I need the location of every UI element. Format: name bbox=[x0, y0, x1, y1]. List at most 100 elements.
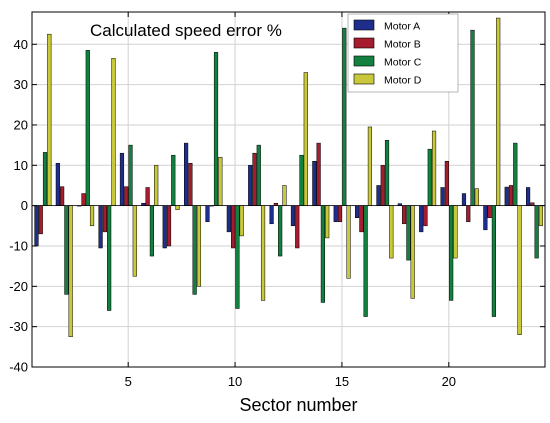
bar bbox=[107, 205, 112, 311]
y-axis: -40 -30 -20 -10 0 10 20 30 40 bbox=[9, 37, 545, 375]
bar bbox=[470, 29, 475, 206]
bar bbox=[410, 205, 415, 299]
bar bbox=[513, 142, 518, 206]
bar bbox=[453, 205, 458, 259]
bar bbox=[85, 50, 90, 206]
series-motor-a bbox=[34, 142, 531, 249]
bar bbox=[402, 205, 407, 225]
bar bbox=[196, 205, 202, 287]
bar bbox=[367, 126, 373, 206]
bar bbox=[342, 27, 347, 206]
bar bbox=[466, 205, 471, 223]
bar bbox=[496, 17, 501, 206]
bar bbox=[333, 205, 338, 223]
bar bbox=[231, 205, 236, 249]
legend: Motor A Motor B Motor C Motor D bbox=[347, 13, 459, 93]
bar bbox=[235, 205, 240, 309]
x-tick-label: 10 bbox=[228, 374, 242, 389]
x-tick-label: 15 bbox=[335, 374, 349, 389]
bar bbox=[252, 152, 257, 206]
bar bbox=[34, 205, 39, 247]
bar bbox=[380, 165, 385, 206]
bar bbox=[55, 163, 60, 206]
bar bbox=[248, 165, 253, 206]
legend-swatch bbox=[353, 55, 375, 67]
bar bbox=[299, 154, 304, 206]
bar bbox=[89, 205, 95, 227]
bar bbox=[363, 205, 368, 317]
bar bbox=[64, 205, 69, 295]
bar bbox=[290, 205, 296, 227]
bar bbox=[124, 186, 129, 206]
bar bbox=[376, 185, 381, 206]
y-tick-label: -40 bbox=[9, 360, 28, 375]
bar bbox=[205, 205, 210, 223]
legend-label: Motor D bbox=[384, 75, 422, 87]
x-tick-label: 5 bbox=[125, 374, 132, 389]
bar bbox=[98, 205, 103, 249]
bar bbox=[184, 142, 189, 206]
y-tick-label: -10 bbox=[9, 238, 28, 253]
bar bbox=[359, 205, 364, 233]
bar bbox=[316, 142, 321, 206]
legend-swatch bbox=[353, 19, 375, 31]
y-tick-label: 30 bbox=[14, 77, 28, 92]
legend-label: Motor B bbox=[384, 39, 421, 51]
bar bbox=[102, 205, 107, 233]
bar bbox=[337, 205, 343, 223]
bar bbox=[132, 205, 137, 277]
bar bbox=[42, 152, 48, 206]
bar bbox=[312, 161, 317, 206]
bar bbox=[295, 205, 300, 249]
bar bbox=[427, 148, 432, 206]
bar bbox=[81, 193, 86, 206]
bar bbox=[171, 154, 176, 206]
x-axis: 5 10 15 20 bbox=[125, 12, 456, 389]
series-motor-d bbox=[47, 17, 544, 337]
bar bbox=[282, 185, 287, 206]
bar bbox=[444, 161, 449, 206]
bar bbox=[256, 144, 261, 206]
legend-label: Motor A bbox=[384, 21, 420, 33]
bar bbox=[149, 205, 154, 257]
bar bbox=[461, 193, 467, 206]
bar bbox=[218, 156, 223, 206]
bar bbox=[449, 205, 454, 301]
bar bbox=[487, 205, 492, 218]
bar bbox=[504, 186, 509, 206]
bar bbox=[162, 205, 167, 249]
chart-title: Calculated speed error % bbox=[90, 21, 282, 40]
bar bbox=[517, 205, 522, 335]
bar bbox=[474, 188, 479, 206]
bar bbox=[483, 205, 488, 231]
y-tick-label: 10 bbox=[14, 158, 28, 173]
bar bbox=[389, 205, 394, 259]
bar bbox=[269, 205, 274, 225]
x-tick-label: 20 bbox=[442, 374, 456, 389]
bar bbox=[526, 187, 531, 206]
y-tick-label: -20 bbox=[9, 279, 28, 294]
bar bbox=[154, 165, 159, 206]
bar bbox=[491, 205, 496, 317]
bars bbox=[34, 17, 544, 337]
bar bbox=[111, 58, 116, 206]
bar bbox=[431, 130, 437, 206]
plot-frame bbox=[31, 11, 546, 368]
bar bbox=[534, 205, 539, 259]
bar bbox=[419, 205, 424, 233]
bar bbox=[320, 205, 325, 303]
bar bbox=[346, 205, 351, 279]
legend-swatch bbox=[353, 73, 375, 85]
bar bbox=[175, 205, 180, 210]
bar bbox=[508, 185, 514, 206]
legend-label: Motor C bbox=[384, 57, 422, 69]
bar bbox=[440, 187, 445, 206]
bar bbox=[145, 187, 150, 206]
bar bbox=[192, 205, 197, 295]
bar bbox=[119, 152, 125, 206]
y-tick-label: 40 bbox=[14, 37, 28, 52]
bar bbox=[423, 205, 428, 227]
bar bbox=[260, 205, 266, 301]
bar bbox=[303, 72, 308, 206]
